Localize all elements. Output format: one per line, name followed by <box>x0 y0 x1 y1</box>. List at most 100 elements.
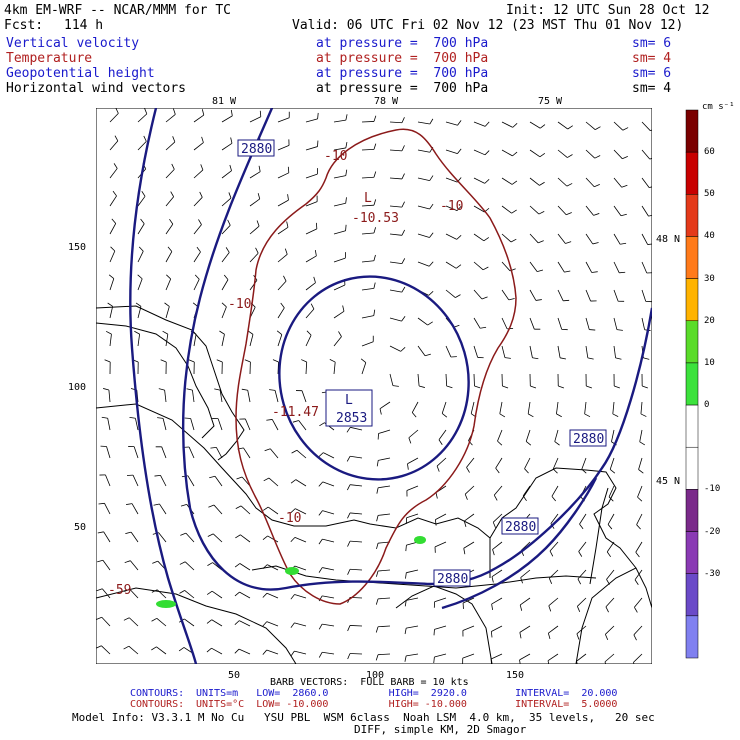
wind-barb <box>193 142 204 151</box>
wind-barb <box>529 261 538 272</box>
wind-barb-flag <box>105 330 112 335</box>
wind-barb <box>379 401 391 409</box>
wind-barb <box>239 620 251 627</box>
wind-barb <box>187 475 195 487</box>
wind-barb-flag <box>642 385 648 389</box>
x-tick-50: 50 <box>228 670 241 681</box>
wind-barb-flag <box>373 199 377 206</box>
wind-barb-flag <box>524 468 529 474</box>
wind-barb <box>128 645 139 655</box>
wind-barb <box>377 653 391 656</box>
lat-tick-48n: 48 N <box>656 234 681 245</box>
wind-barb <box>378 513 391 516</box>
wind-barb-flag <box>346 456 351 462</box>
wind-barb-flag <box>101 416 108 419</box>
height-contour-inner-south <box>441 477 598 610</box>
wind-barb <box>641 289 647 302</box>
wind-barb <box>378 541 391 544</box>
wind-barb-flag <box>258 165 261 172</box>
wind-barb-flag <box>262 535 268 541</box>
wind-barb <box>193 114 205 123</box>
wind-barb <box>267 535 279 543</box>
wind-barb-flag <box>537 240 544 244</box>
wind-barb <box>109 168 118 179</box>
wind-barb <box>501 149 513 157</box>
wind-barb-flag <box>310 303 315 310</box>
height-label-2: 2880 <box>573 432 604 447</box>
wind-barb-flag <box>595 126 601 131</box>
wind-barb-flag <box>207 562 213 566</box>
height-label-4: 2880 <box>437 572 468 587</box>
wind-barb <box>445 205 458 212</box>
wind-barb <box>529 345 533 358</box>
wind-barb-flag <box>262 506 269 511</box>
wind-barb-flag <box>113 163 118 169</box>
wind-barb <box>249 116 261 123</box>
wind-barb-flag <box>593 213 600 216</box>
wind-barb <box>184 561 195 571</box>
wind-barb-flag <box>347 569 351 575</box>
wind-barb-flag <box>162 330 169 335</box>
wind-barb <box>192 390 195 403</box>
colorbar <box>685 109 699 659</box>
wind-barb-flag <box>548 578 553 584</box>
wind-barb <box>470 401 475 414</box>
wind-barb <box>361 362 367 375</box>
wind-barb <box>361 341 374 347</box>
lon-tick-81w: 81 W <box>212 96 237 107</box>
wind-barb <box>548 597 559 607</box>
wind-barb <box>129 617 139 627</box>
field-level-height: at pressure = 700 hPa <box>316 66 489 81</box>
wind-barb-flag <box>551 496 556 502</box>
wind-barb <box>389 373 394 386</box>
wind-barb-flag <box>638 469 644 474</box>
wind-barb <box>445 121 458 126</box>
wind-barb <box>109 306 114 319</box>
wind-barb-flag <box>591 271 598 273</box>
wind-barb-flag <box>172 136 176 143</box>
wind-barb <box>547 653 559 661</box>
wind-barb-flag <box>373 254 376 261</box>
wind-barb-flag <box>405 545 407 552</box>
wind-barb <box>522 485 531 497</box>
height-labels: 2880 2880 2880 2880 L 2853 <box>237 139 607 587</box>
wind-barb-flag <box>404 655 407 662</box>
wind-barb-flag <box>649 157 652 160</box>
wind-barb <box>548 625 559 634</box>
wind-barb <box>613 345 616 358</box>
height-contours <box>129 108 652 664</box>
wind-barb <box>641 317 646 330</box>
wind-barb-flag <box>143 135 147 142</box>
wind-barb-flag <box>154 474 161 477</box>
wind-barb <box>378 597 391 600</box>
wind-barb-flag <box>179 590 185 594</box>
lake-huron-ontario <box>96 403 491 578</box>
wind-barb-flag <box>290 479 297 484</box>
wind-barb <box>389 177 402 180</box>
wind-barb-flag <box>484 150 490 156</box>
height-label-box-1 <box>237 139 275 157</box>
wind-barb <box>417 261 430 267</box>
wind-barb <box>525 429 531 442</box>
coastline-hudson <box>96 305 245 461</box>
wind-barb <box>585 261 593 273</box>
wind-barb <box>529 289 537 301</box>
wind-barb-flag <box>138 246 144 252</box>
wind-barb <box>577 569 587 580</box>
wind-barb-flag <box>236 476 243 480</box>
wind-barb-flag <box>639 441 646 446</box>
wind-barb <box>613 205 622 216</box>
wind-barb <box>137 141 147 151</box>
forecast-hour: 114 h <box>64 18 104 33</box>
colorbar-swatch <box>685 362 699 406</box>
wind-barb <box>577 597 587 607</box>
wind-barb-flag <box>566 183 573 187</box>
wind-barb-flag <box>97 531 104 534</box>
contours-height-info: UNITS=m LOW= 2860.0 HIGH= 2920.0 INTERVA… <box>196 688 618 699</box>
wind-barb <box>249 252 259 263</box>
wind-barb <box>277 334 283 347</box>
colorbar-swatch <box>685 109 699 153</box>
wind-barb <box>524 457 531 469</box>
wind-barb <box>165 196 174 207</box>
wind-barb-flag <box>97 559 104 563</box>
